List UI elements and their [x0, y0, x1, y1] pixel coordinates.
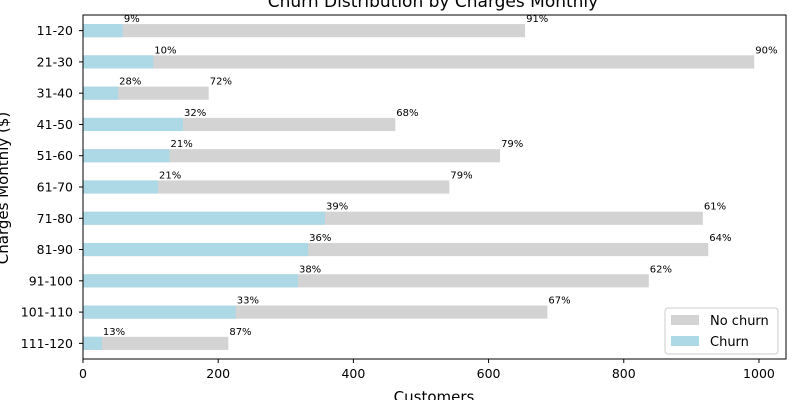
legend-swatch-no-churn — [671, 315, 699, 325]
x-tick-label: 200 — [206, 366, 230, 381]
x-tick-label: 1000 — [743, 366, 775, 381]
y-tick-label: 71-80 — [37, 211, 73, 226]
data-label-churn: 32% — [184, 108, 206, 119]
data-label-churn: 21% — [159, 170, 181, 181]
bar-no-churn — [83, 24, 526, 38]
bar-no-churn — [83, 180, 450, 194]
data-label-churn: 39% — [326, 202, 348, 213]
data-label-no-churn: 72% — [210, 77, 232, 88]
data-label-no-churn: 64% — [709, 233, 731, 244]
x-tick-label: 600 — [477, 366, 501, 381]
y-tick-label: 41-50 — [37, 117, 73, 132]
y-tick-label: 31-40 — [37, 86, 73, 101]
data-label-no-churn: 90% — [755, 45, 777, 56]
y-axis-title: Charges Monthly ($) — [0, 112, 12, 264]
data-label-churn: 13% — [103, 327, 125, 338]
bar-churn — [83, 305, 236, 319]
data-label-churn: 28% — [119, 77, 141, 88]
data-label-churn: 10% — [154, 45, 176, 56]
y-tick-label: 51-60 — [37, 148, 73, 163]
bar-churn — [83, 86, 119, 100]
bar-churn — [83, 149, 170, 163]
bar-no-churn — [83, 336, 229, 350]
x-tick-label: 400 — [341, 366, 365, 381]
data-label-churn: 9% — [124, 14, 140, 25]
x-tick-label: 800 — [612, 366, 636, 381]
data-label-no-churn: 61% — [704, 202, 726, 213]
bar-churn — [83, 336, 102, 350]
chart-title: Churn Distribution by Charges Monthly — [268, 0, 598, 12]
data-label-no-churn: 79% — [450, 170, 472, 181]
data-label-no-churn: 91% — [526, 14, 548, 25]
x-axis-title: Customers — [394, 388, 475, 400]
x-tick-label: 0 — [79, 366, 87, 381]
bar-churn — [83, 24, 123, 38]
data-label-no-churn: 68% — [396, 108, 418, 119]
data-label-no-churn: 62% — [650, 264, 672, 275]
y-tick-label: 11-20 — [37, 23, 73, 38]
y-tick-label: 81-90 — [37, 242, 73, 257]
bars-layer — [83, 24, 755, 350]
bar-churn — [83, 180, 159, 194]
data-label-churn: 36% — [309, 233, 331, 244]
data-label-churn: 21% — [171, 139, 193, 150]
data-label-no-churn: 67% — [548, 296, 570, 307]
x-axis-ticks: 0 200 400 600 800 1000 — [79, 359, 775, 381]
data-label-no-churn: 79% — [501, 139, 523, 150]
bar-no-churn — [83, 149, 501, 163]
y-tick-label: 111-120 — [21, 336, 73, 351]
plot-frame — [82, 14, 787, 360]
legend: No churn Churn — [664, 307, 779, 355]
legend-label-no-churn: No churn — [710, 314, 769, 329]
y-tick-label: 21-30 — [37, 54, 73, 69]
data-label-no-churn: 87% — [229, 327, 251, 338]
data-label-churn: 38% — [299, 264, 321, 275]
legend-swatch-churn — [671, 336, 699, 346]
y-tick-label: 61-70 — [37, 180, 73, 195]
y-tick-label: 101-110 — [21, 305, 73, 320]
y-axis-ticks: 11-20 21-30 31-40 41-50 51-60 61-70 71-80 81-90… — [21, 23, 83, 351]
data-labels-layer: 9% 91% 10% 90% 28% 72% 32% 68% 21% 79% 21% 79% 39% 61… — [103, 14, 778, 338]
bar-churn — [83, 242, 309, 257]
bar-churn — [83, 211, 325, 225]
bar-churn — [83, 274, 298, 288]
legend-label-churn: Churn — [710, 335, 749, 350]
bar-no-churn — [83, 55, 755, 69]
y-tick-label: 91-100 — [29, 273, 73, 288]
bar-churn — [83, 55, 154, 69]
data-label-churn: 33% — [237, 296, 259, 307]
bar-churn — [83, 117, 184, 132]
